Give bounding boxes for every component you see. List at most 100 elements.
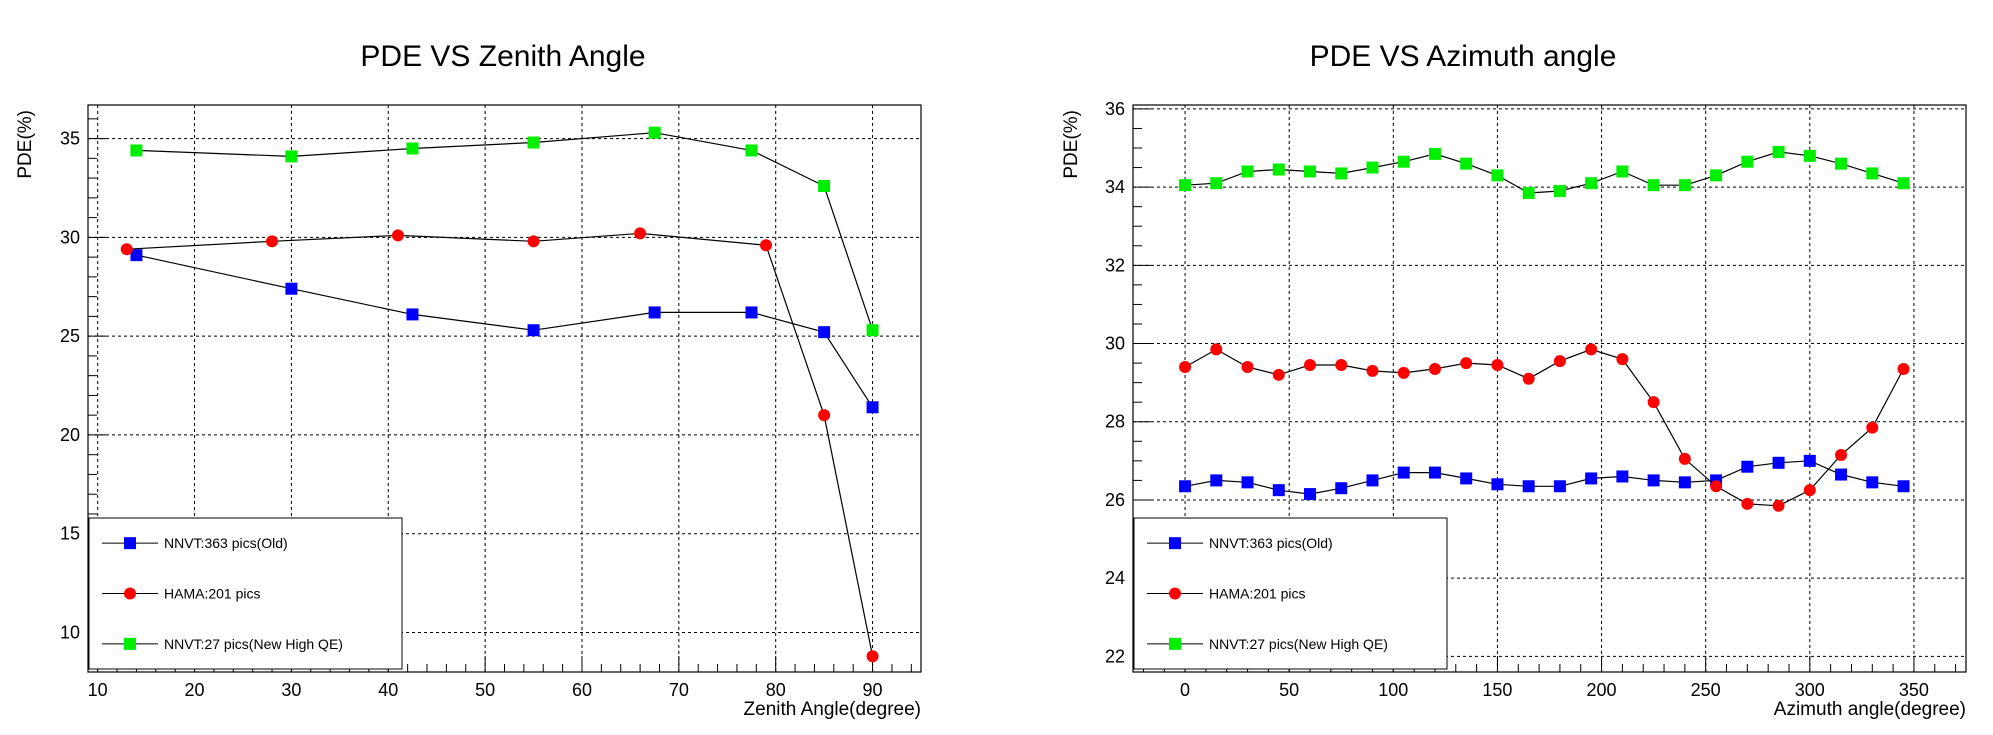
data-point — [1678, 476, 1691, 489]
data-point — [1428, 147, 1441, 160]
chart-title: PDE VS Azimuth angle — [1310, 40, 1617, 73]
y-axis-label: PDE(%) — [15, 110, 36, 179]
y-tick-label: 20 — [60, 425, 80, 445]
data-point — [130, 249, 143, 262]
data-point — [866, 650, 879, 663]
data-point — [1803, 149, 1816, 162]
data-point — [1522, 480, 1535, 493]
data-point — [818, 180, 831, 192]
data-point — [1741, 497, 1754, 510]
legend-marker — [124, 537, 136, 550]
data-point — [1866, 421, 1879, 434]
data-point — [1553, 480, 1566, 493]
data-point — [1335, 482, 1348, 495]
data-point — [1304, 165, 1317, 178]
y-tick-label: 26 — [1105, 490, 1125, 510]
data-point — [760, 239, 773, 252]
x-tick-label: 350 — [1899, 680, 1929, 700]
data-point — [1616, 470, 1629, 483]
data-point — [1491, 359, 1504, 372]
data-point — [648, 126, 661, 139]
data-point — [1803, 484, 1816, 497]
data-point — [130, 144, 143, 157]
data-point — [745, 306, 758, 319]
series-line — [126, 232, 874, 657]
x-tick-label: 50 — [1279, 680, 1299, 700]
legend-label: HAMA:201 pics — [1209, 586, 1305, 602]
legend-marker — [1169, 637, 1181, 650]
data-point — [1522, 186, 1535, 199]
data-point — [1491, 169, 1504, 182]
y-tick-label: 25 — [60, 326, 80, 346]
data-point — [1616, 353, 1629, 366]
data-point — [1460, 357, 1473, 370]
data-point — [1335, 359, 1348, 372]
data-point — [1678, 179, 1691, 192]
legend-marker — [1169, 587, 1181, 600]
data-point — [120, 243, 133, 256]
legend-label: HAMA:201 pics — [164, 586, 260, 602]
data-point — [1335, 167, 1348, 180]
data-point — [1678, 452, 1691, 465]
data-point — [1397, 366, 1410, 379]
data-point — [1428, 362, 1441, 375]
chart-title: PDE VS Zenith Angle — [360, 40, 645, 73]
x-tick-label: 200 — [1587, 680, 1617, 700]
data-point — [818, 409, 831, 422]
data-point — [391, 229, 404, 242]
data-point — [1835, 157, 1848, 170]
data-point — [1460, 472, 1473, 485]
data-point — [1897, 177, 1910, 190]
y-tick-label: 34 — [1105, 177, 1125, 197]
x-tick-label: 80 — [766, 680, 786, 700]
data-point — [866, 324, 879, 337]
data-point — [1304, 488, 1317, 501]
data-point — [1397, 466, 1410, 479]
data-point — [406, 142, 419, 155]
x-tick-label: 100 — [1378, 680, 1408, 700]
data-point — [527, 324, 540, 337]
legend-marker — [124, 587, 136, 600]
data-point — [1585, 472, 1598, 485]
y-axis-label: PDE(%) — [1061, 110, 1082, 179]
data-point — [1585, 343, 1598, 356]
x-tick-label: 300 — [1795, 680, 1825, 700]
data-point — [1179, 360, 1192, 373]
y-tick-label: 24 — [1105, 568, 1125, 588]
data-point — [1616, 165, 1629, 178]
data-point — [1647, 474, 1660, 487]
x-tick-label: 0 — [1180, 680, 1190, 700]
data-point — [1241, 476, 1254, 489]
data-point — [1772, 145, 1785, 158]
data-point — [866, 401, 879, 414]
data-point — [1179, 179, 1192, 192]
data-point — [527, 235, 540, 248]
data-point — [1397, 155, 1410, 168]
data-point — [1585, 177, 1598, 190]
data-point — [1272, 163, 1285, 176]
data-point — [1772, 456, 1785, 469]
legend-label: NNVT:363 pics(Old) — [164, 535, 288, 551]
data-point — [1210, 177, 1223, 190]
data-point — [1272, 368, 1285, 381]
data-point — [1366, 161, 1379, 174]
y-tick-label: 36 — [1105, 99, 1125, 119]
data-point — [1460, 157, 1473, 170]
x-tick-label: 150 — [1482, 680, 1512, 700]
data-point — [1772, 499, 1785, 512]
azimuth-chart-panel: PDE VS Azimuth angle Azimuth angle(degre… — [1061, 40, 1967, 720]
legend-label: NNVT:27 pics(New High QE) — [1209, 636, 1388, 652]
y-tick-label: 10 — [60, 622, 80, 642]
data-point — [1210, 343, 1223, 356]
data-point — [1428, 466, 1441, 479]
data-point — [1866, 167, 1879, 180]
data-point — [1710, 169, 1723, 182]
x-tick-label: 10 — [88, 680, 108, 700]
data-point — [634, 227, 647, 240]
data-point — [818, 326, 831, 339]
zenith-chart-panel: PDE VS Zenith Angle Zenith Angle(degree)… — [15, 40, 922, 720]
x-tick-label: 40 — [378, 680, 398, 700]
data-point — [1866, 476, 1879, 489]
y-tick-label: 30 — [60, 227, 80, 247]
data-point — [745, 144, 758, 157]
